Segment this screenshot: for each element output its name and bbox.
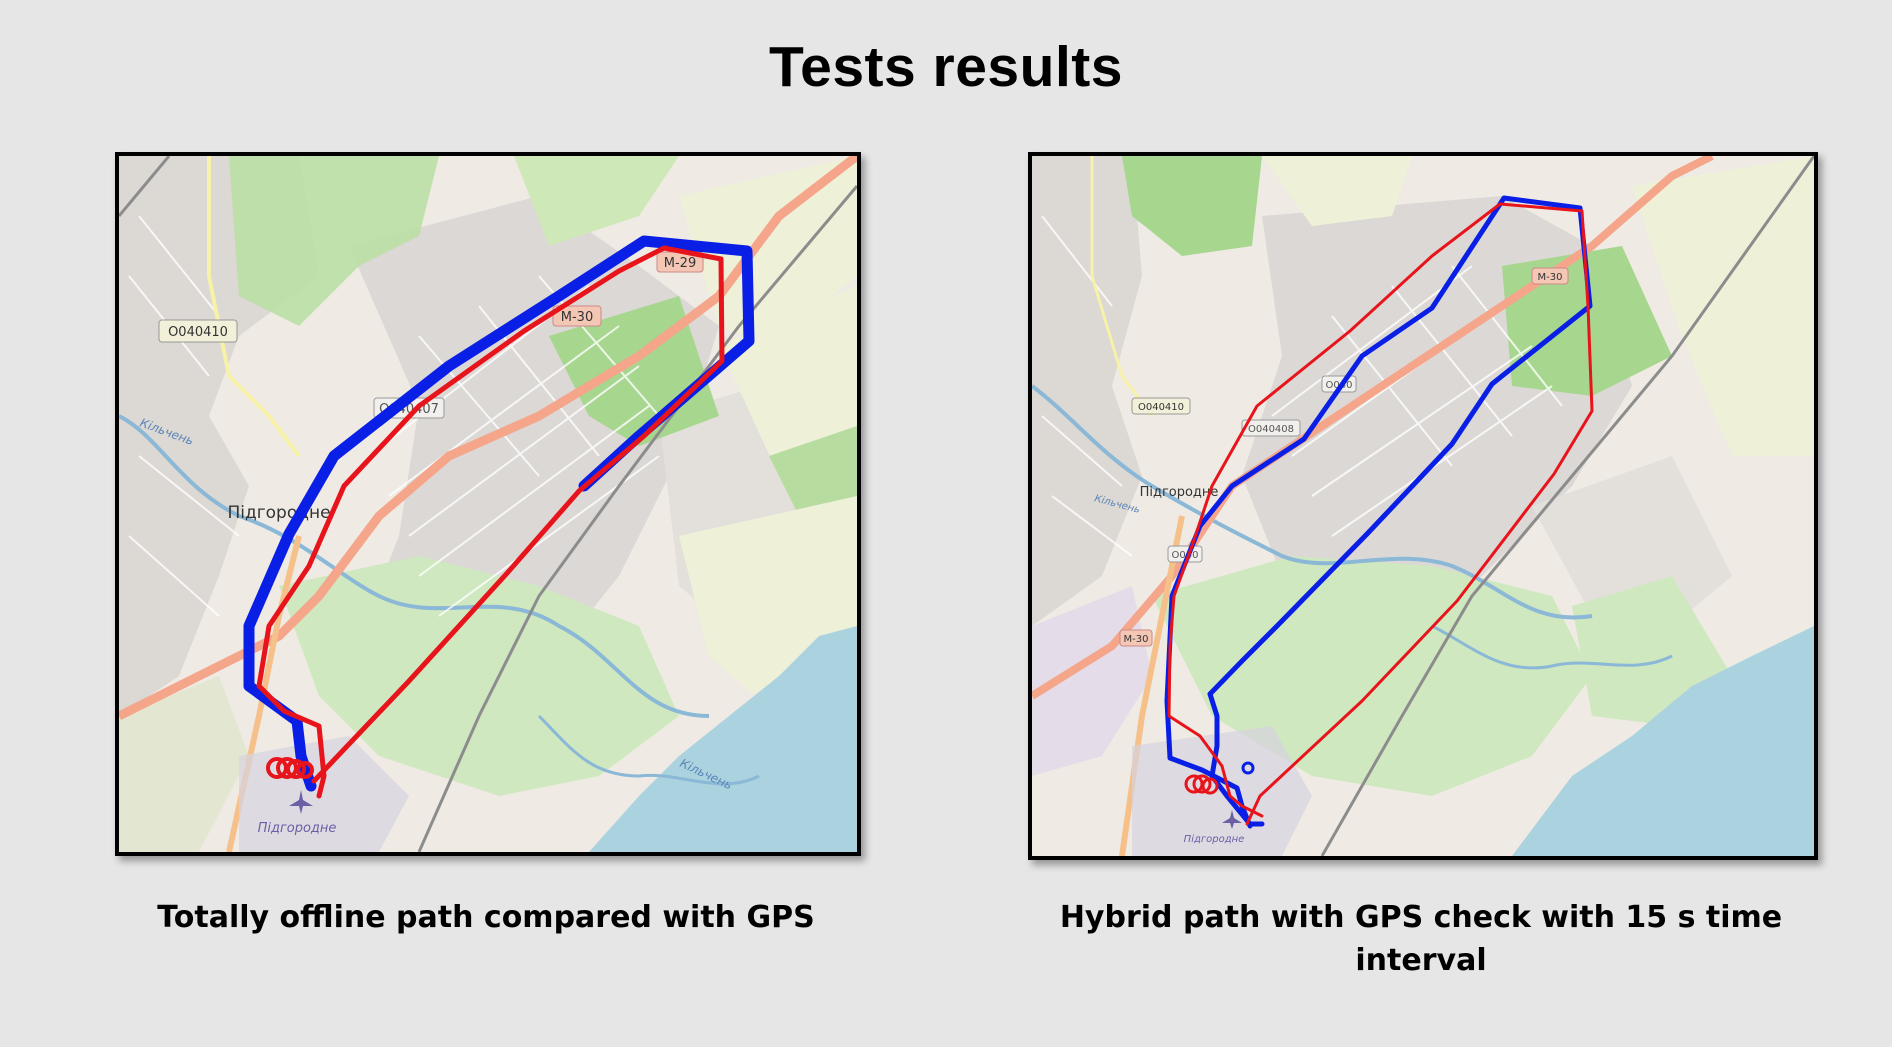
left-map-caption: Totally offline path compared with GPS [157, 900, 815, 935]
road-label-o040408: O040408 [1248, 424, 1294, 435]
slide-title: Tests results [769, 35, 1123, 99]
reservoir [1512, 626, 1814, 856]
hybrid-vs-gps-map: O040410 O040408 O040 O040 M-30 M-30 Підг… [1028, 152, 1818, 860]
offline-path [256, 245, 725, 799]
reservoir [589, 626, 857, 852]
railway [119, 156, 171, 217]
urban-area [1532, 456, 1732, 626]
road-label-m30: M-30 [1124, 634, 1149, 645]
road-shield-m30 [1119, 629, 1153, 647]
farmland-area [119, 676, 249, 852]
offline-path-start-loops [266, 757, 314, 779]
park-area [514, 156, 679, 246]
gps-path-end [1207, 691, 1265, 827]
highway-m30 [1032, 156, 1714, 700]
airport-area [239, 736, 409, 852]
forest-area [1122, 156, 1262, 256]
gps-path [1164, 195, 1593, 829]
park-area [279, 556, 679, 796]
hybrid-path-start-loops [1184, 774, 1219, 795]
forest-area [229, 156, 439, 326]
road-label-o040410: O040410 [168, 325, 228, 340]
airport-label: Підгородне [1184, 833, 1245, 845]
road-label-o040410: O040410 [1138, 402, 1184, 413]
road-shield-m30 [552, 305, 602, 327]
map-left-canvas: O040410 O040407 M-30 M-29 Підгородне Кіл… [119, 156, 857, 852]
road-shield-m30 [1531, 267, 1569, 285]
farmland-area [1262, 156, 1412, 226]
river [537, 714, 760, 786]
river [1032, 384, 1593, 620]
road-shield-o040410 [1131, 397, 1191, 415]
railway [1320, 156, 1814, 856]
right-map-caption: Hybrid path with GPS check with 15 s tim… [1059, 900, 1783, 978]
airport-icon [1222, 810, 1242, 829]
hybrid-path [1167, 202, 1594, 826]
road-shield-o040410 [158, 319, 238, 343]
airport-icon [289, 790, 313, 814]
offline-vs-gps-map: O040410 O040407 M-30 M-29 Підгородне Кіл… [115, 152, 861, 856]
town-label: Підгородне [1140, 485, 1219, 500]
map-right-canvas: O040410 O040408 O040 O040 M-30 M-30 Підг… [1032, 156, 1814, 856]
river [119, 414, 710, 718]
town-label: Підгородне [227, 503, 330, 523]
road-label-m30: M-30 [561, 310, 593, 325]
urban-area [1032, 156, 1142, 626]
road-o040410 [207, 156, 301, 458]
airport-label: Підгородне [258, 821, 337, 836]
road-label-m30: M-30 [1538, 272, 1563, 283]
railway [417, 185, 857, 852]
farmland-area [1632, 156, 1814, 456]
river [1431, 624, 1673, 670]
road-label-o040: O040 [1172, 550, 1199, 561]
road [1090, 156, 1154, 417]
gps-path-loop [1241, 761, 1255, 775]
road-label-m29: M-29 [664, 256, 696, 271]
road-shield-o040408 [1241, 419, 1301, 437]
